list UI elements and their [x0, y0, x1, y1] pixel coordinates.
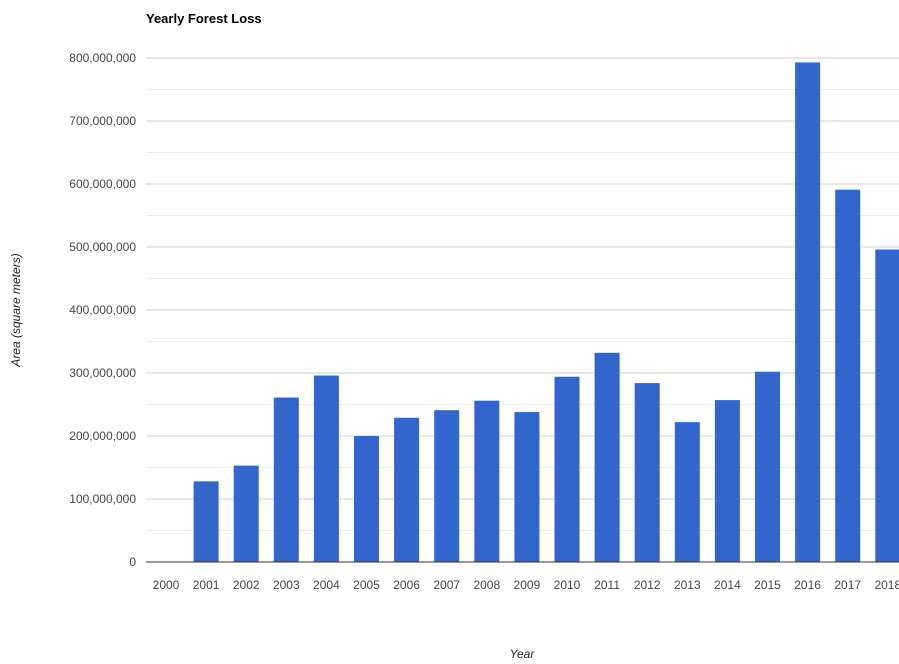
x-axis-ticks: 2000 2001 2002 2003 2004 2005 2006 2007 2008 2009… — [153, 578, 899, 592]
x-tick-label: 2011 — [594, 578, 620, 592]
x-tick-label: 2010 — [554, 578, 581, 592]
chart-title: Yearly Forest Loss — [146, 11, 262, 26]
x-tick-label: 2017 — [834, 578, 861, 592]
bar-2010 — [554, 376, 580, 562]
bar-2016 — [795, 62, 821, 562]
x-tick-label: 2000 — [153, 578, 180, 592]
x-tick-label: 2014 — [714, 578, 741, 592]
bar-2001 — [193, 481, 219, 562]
y-tick-label: 300,000,000 — [69, 366, 136, 380]
bar-2002 — [233, 465, 259, 562]
x-tick-label: 2005 — [353, 578, 380, 592]
x-tick-label: 2007 — [433, 578, 460, 592]
bar-2011 — [594, 352, 620, 562]
bar-2005 — [354, 436, 379, 562]
y-tick-label: 500,000,000 — [69, 240, 136, 254]
bars — [193, 62, 899, 563]
bar-2014 — [714, 400, 740, 562]
y-tick-label: 200,000,000 — [69, 429, 136, 443]
x-tick-label: 2016 — [794, 578, 821, 592]
bar-2007 — [434, 410, 460, 562]
y-tick-label: 700,000,000 — [69, 114, 136, 128]
x-tick-label: 2013 — [674, 578, 701, 592]
y-tick-label: 0 — [129, 555, 136, 569]
x-tick-label: 2009 — [514, 578, 541, 592]
x-tick-label: 2018 — [874, 578, 899, 592]
x-tick-label: 2002 — [233, 578, 260, 592]
bar-2003 — [273, 397, 299, 562]
y-tick-label: 600,000,000 — [69, 177, 136, 191]
x-tick-label: 2008 — [473, 578, 500, 592]
y-axis-ticks: 0 100,000,000 200,000,000 300,000,000 400,00… — [69, 51, 136, 569]
y-tick-label: 100,000,000 — [69, 492, 136, 506]
x-tick-label: 2006 — [393, 578, 420, 592]
x-tick-label: 2015 — [754, 578, 781, 592]
bar-2006 — [394, 417, 420, 562]
x-tick-label: 2012 — [634, 578, 661, 592]
x-tick-label: 2003 — [273, 578, 300, 592]
y-tick-label: 800,000,000 — [69, 51, 136, 65]
bar-2012 — [634, 383, 660, 562]
bar-2004 — [313, 375, 339, 562]
bar-2017 — [835, 189, 861, 563]
bar-2013 — [674, 422, 700, 562]
x-tick-label: 2001 — [193, 578, 220, 592]
bar-2008 — [474, 400, 500, 562]
y-axis-title: Area (square meters) — [9, 253, 23, 367]
y-tick-label: 400,000,000 — [69, 303, 136, 317]
gridlines — [146, 57, 899, 531]
bar-2018 — [875, 249, 899, 562]
x-axis-title: Year — [510, 647, 536, 661]
bar-2015 — [755, 371, 780, 562]
x-tick-label: 2004 — [313, 578, 340, 592]
bar-2009 — [514, 412, 540, 562]
